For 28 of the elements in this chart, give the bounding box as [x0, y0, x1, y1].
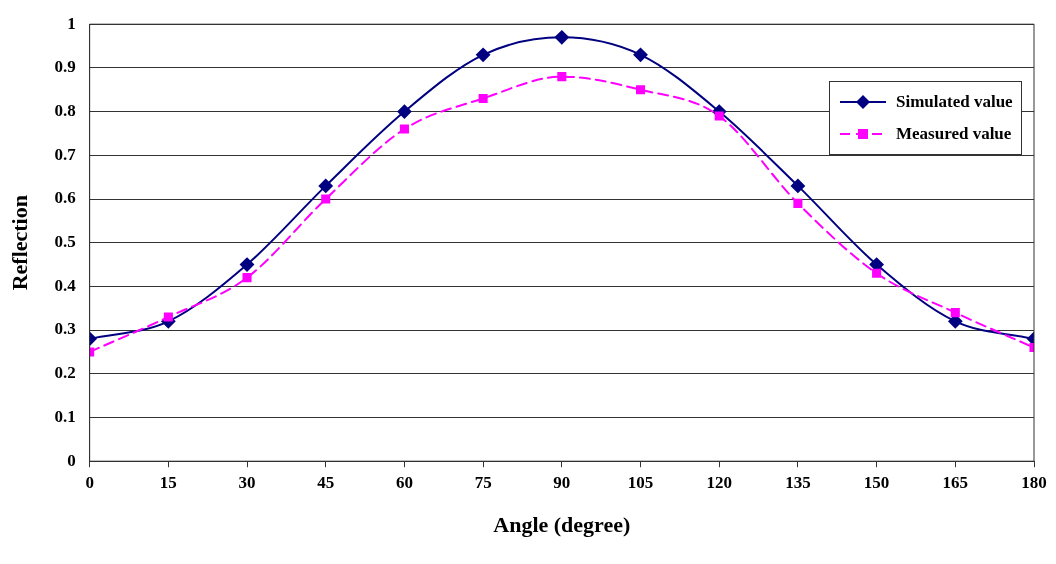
y-tick-label: 0.5 [54, 232, 76, 252]
y-tick-label: 0.1 [54, 406, 76, 426]
x-axis-title: Angle (degree) [493, 512, 631, 538]
x-tick-label: 120 [706, 472, 732, 492]
y-axis-title: Reflection [6, 195, 32, 291]
y-tick-label: 1 [67, 13, 76, 33]
y-tick-label: 0 [67, 450, 76, 470]
x-tick-label: 60 [395, 472, 413, 492]
x-tick-label: 180 [1021, 472, 1047, 492]
y-tick-label: 0.4 [54, 275, 77, 295]
x-tick-label: 30 [238, 472, 256, 492]
x-tick-label: 45 [317, 472, 335, 492]
y-tick-label: 0.2 [54, 363, 76, 383]
x-tick-label: 90 [553, 472, 571, 492]
x-tick-label: 75 [474, 472, 492, 492]
x-tick-label: 0 [85, 472, 94, 492]
x-tick-label: 15 [159, 472, 177, 492]
x-tick-label: 105 [627, 472, 654, 492]
y-tick-label: 0.6 [54, 188, 76, 208]
x-tick-label: 135 [785, 472, 811, 492]
y-tick-label: 0.3 [54, 319, 76, 339]
x-tick-label: 165 [942, 472, 969, 492]
y-tick-label: 0.8 [54, 100, 76, 120]
legend-label: Measured value [896, 124, 1012, 145]
y-tick-label: 0.7 [54, 144, 77, 164]
x-tick-label: 150 [863, 472, 890, 492]
legend-label: Simulated value [896, 92, 1013, 113]
y-tick-label: 0.9 [54, 57, 76, 77]
